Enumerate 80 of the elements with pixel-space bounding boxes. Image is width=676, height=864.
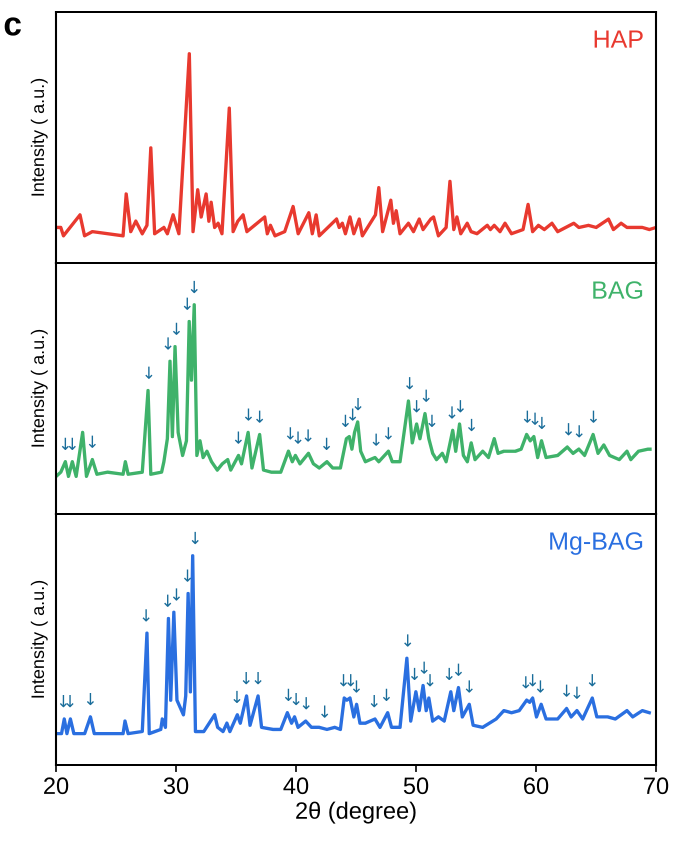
x-tick-label: 20	[44, 777, 68, 794]
annotation: ↓	[531, 412, 539, 425]
annotation: ↓	[454, 664, 462, 676]
x-tick-label: 50	[404, 777, 428, 794]
annotation: ↓	[538, 416, 546, 430]
x-axis-title: 2θ (degree)	[296, 802, 416, 824]
annotation: ↓	[522, 676, 530, 688]
annotation: ↓	[536, 680, 544, 693]
annotation: ↓	[448, 406, 456, 419]
annotation: ↓	[370, 695, 378, 708]
annotation: ↓	[413, 400, 420, 412]
x-tick-label: 70	[644, 777, 668, 794]
annotation: ↓	[590, 410, 598, 423]
annotation: ↓	[349, 408, 356, 421]
annotation: ↓	[382, 688, 390, 701]
annotation: ↓	[573, 686, 580, 699]
annotation: ↓	[190, 280, 198, 294]
annotation: ↓	[254, 672, 262, 684]
annotation: ↓	[244, 408, 252, 421]
annotation: ↓	[468, 418, 476, 432]
annotation: ↓	[347, 674, 354, 686]
annotation: ↓	[62, 438, 69, 450]
annotation: ↓	[466, 680, 473, 693]
annotation: ↓	[184, 570, 192, 582]
annotation: ↓	[384, 427, 392, 440]
annotation: ↓	[340, 674, 348, 686]
annotation: ↓	[234, 431, 242, 444]
annotation: ↓	[294, 431, 302, 444]
annotation: ↓	[60, 695, 67, 708]
annotation: ↓	[524, 410, 531, 423]
text: BAG	[593, 281, 642, 299]
annotation: ↓	[428, 414, 436, 427]
annotation: ↓	[446, 668, 453, 680]
annotation: ↓	[410, 668, 418, 680]
annotation: ↓	[321, 705, 328, 718]
annotation: ↓	[66, 695, 74, 708]
annotation: ↓	[172, 322, 180, 335]
annotation: ↓	[422, 390, 430, 402]
annotation: ↓	[420, 662, 428, 674]
annotation: ↓	[304, 429, 312, 442]
annotation: ↓	[342, 414, 349, 427]
annotation: ↓	[88, 436, 96, 448]
annotation: ↓	[284, 688, 292, 701]
x-tick-label: 60	[524, 777, 548, 794]
annotation: ↓	[456, 400, 464, 412]
annotation: ↓	[256, 410, 264, 423]
annotation: ↓	[406, 377, 414, 390]
annotation: ↓	[184, 298, 191, 310]
annotation: ↓	[233, 690, 241, 704]
y-axis-title: Intensity ( a.u.)	[30, 580, 48, 698]
annotation: ↓	[426, 674, 434, 686]
annotation: ↓	[164, 337, 172, 350]
annotation: ↓	[302, 697, 310, 710]
annotation: ↓	[354, 398, 362, 410]
x-tick-label: 30	[164, 777, 188, 794]
text: Mg-BAG	[550, 532, 642, 555]
annotation: ↓	[192, 532, 199, 544]
annotation: ↓	[164, 594, 172, 607]
annotation: ↓	[564, 423, 572, 436]
annotation: ↓	[372, 434, 380, 446]
annotation: ↓	[68, 438, 76, 450]
annotation: ↓	[292, 692, 300, 706]
annotation: ↓	[323, 438, 330, 450]
annotation: ↓	[352, 680, 360, 693]
annotation: ↓	[576, 425, 583, 438]
y-axis-title: Intensity ( a.u.)	[30, 330, 48, 447]
annotation: ↓	[588, 674, 596, 686]
annotation: ↓	[172, 588, 180, 601]
text: c	[4, 17, 21, 36]
y-axis-title: Intensity ( a.u.)	[30, 78, 48, 196]
annotation: ↓	[529, 674, 536, 686]
annotation: ↓	[286, 427, 294, 440]
annotation: ↓	[404, 634, 412, 647]
text: HAP	[594, 30, 643, 48]
annotation: ↓	[563, 684, 570, 697]
x-tick-label: 40	[283, 777, 308, 794]
annotation: ↓	[86, 692, 94, 706]
annotation: ↓	[145, 366, 152, 379]
annotation: ↓	[242, 672, 250, 684]
annotation: ↓	[142, 609, 150, 622]
